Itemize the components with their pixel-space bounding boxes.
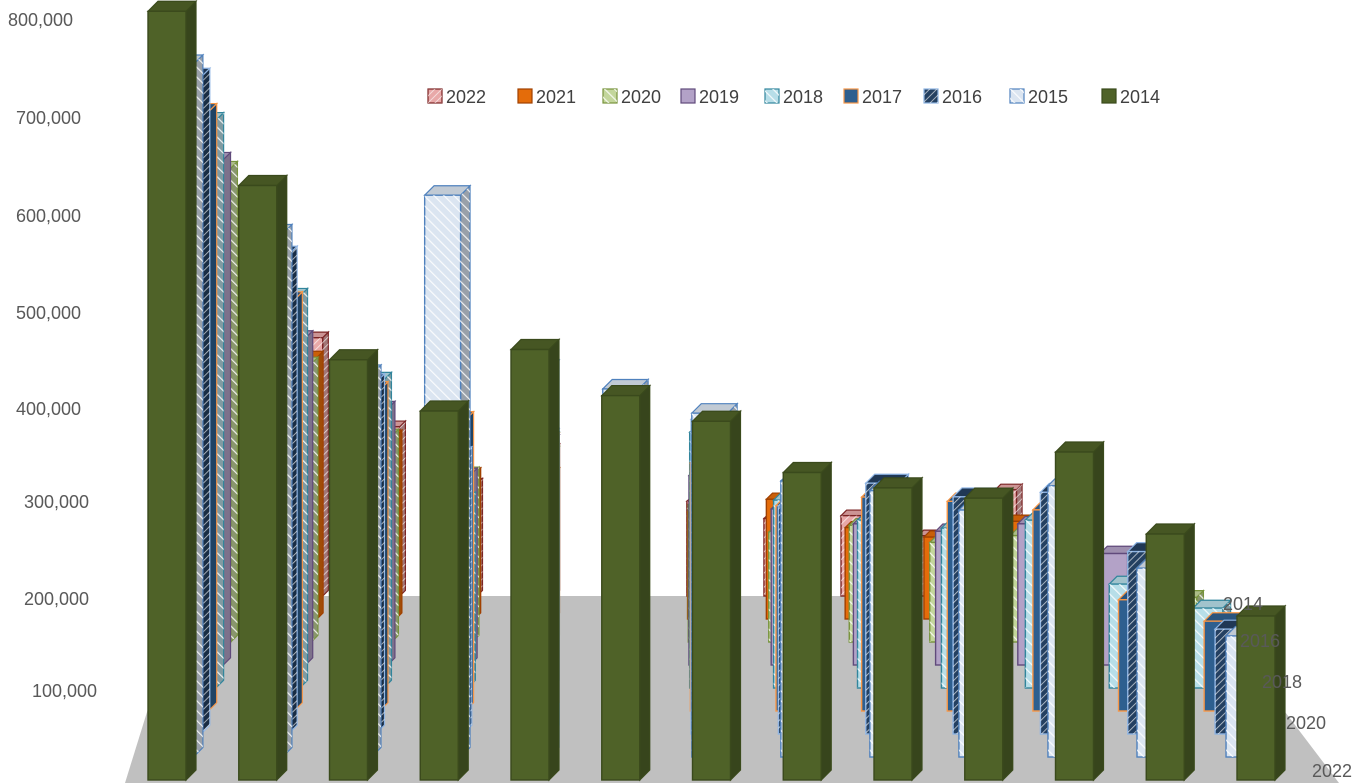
legend-swatch <box>680 88 696 104</box>
y-axis: 800,000 700,000 600,000 500,000 400,000 … <box>8 10 97 701</box>
legend-swatch <box>843 88 859 104</box>
legend-item: 2017 <box>843 87 902 107</box>
y-tick-label: 300,000 <box>24 492 89 512</box>
bar-side-face <box>222 150 232 667</box>
bar-front-face <box>419 410 459 781</box>
bar-front-face <box>691 420 732 781</box>
bar-front-face <box>1054 451 1095 781</box>
bar-side-face <box>1183 522 1195 782</box>
bar-front-face <box>510 348 550 781</box>
bar-side-face <box>1092 440 1105 782</box>
bar-series-2014-cat-6 <box>600 384 652 782</box>
depth-axis: 2014 2016 2018 2020 2022 <box>1223 594 1352 781</box>
bar-front-face <box>782 471 822 781</box>
legend-label: 2021 <box>536 87 576 107</box>
bar-front-face <box>601 394 641 781</box>
legend-item: 2019 <box>680 87 739 107</box>
bar-side-face <box>911 476 923 782</box>
depth-axis-label: 2022 <box>1312 761 1352 781</box>
bar-side-face <box>639 384 651 782</box>
bar-series-2014-cat-10 <box>963 486 1015 782</box>
legend-item: 2015 <box>1009 87 1068 107</box>
bar-side-face <box>366 348 379 782</box>
bar-hatch <box>322 332 329 596</box>
y-tick-label: 100,000 <box>32 681 97 701</box>
y-tick-label: 200,000 <box>24 589 89 609</box>
bar-side-face <box>548 338 560 782</box>
bar-series-2014-cat-7 <box>691 409 742 782</box>
bar-series-2014-cat-2 <box>237 174 289 782</box>
bar-front-face <box>238 184 278 781</box>
bar-front-face <box>1236 615 1276 781</box>
bar-series-2014-cat-8 <box>781 461 833 782</box>
bar-side-face <box>185 0 197 782</box>
legend-swatch <box>1101 88 1117 104</box>
legend-item: 2022 <box>427 87 486 107</box>
y-tick-label: 500,000 <box>16 303 81 323</box>
legend-label: 2020 <box>621 87 661 107</box>
legend: 2022 2021 2020 2019 2018 2017 2016 2015 2014 <box>427 87 1160 107</box>
legend-item: 2021 <box>517 87 576 107</box>
bar-hatch <box>215 112 224 689</box>
bar-side-face <box>729 409 742 782</box>
bars-group <box>146 0 1287 782</box>
bar-series-2014-cat-5 <box>509 338 561 782</box>
depth-axis-label: 2014 <box>1223 594 1263 614</box>
bar-series-2014-cat-9 <box>872 476 924 782</box>
legend-swatch-hatch <box>765 89 779 103</box>
bar-side-face <box>1002 486 1014 782</box>
legend-label: 2018 <box>783 87 823 107</box>
depth-axis-label: 2016 <box>1240 631 1280 651</box>
depth-axis-label: 2018 <box>1262 672 1302 692</box>
legend-label: 2019 <box>699 87 739 107</box>
y-tick-label: 800,000 <box>8 10 73 30</box>
bar-side-face <box>276 174 288 782</box>
depth-axis-label: 2020 <box>1286 713 1326 733</box>
legend-label: 2016 <box>942 87 982 107</box>
y-tick-label: 600,000 <box>16 206 81 226</box>
bar-series-2014-cat-12 <box>1144 522 1196 782</box>
bar-front-face <box>328 359 369 781</box>
legend-swatch-hatch <box>1010 89 1024 103</box>
y-tick-label: 400,000 <box>16 399 81 419</box>
bar-hatch <box>230 161 238 642</box>
legend-label: 2017 <box>862 87 902 107</box>
legend-item: 2018 <box>764 87 823 107</box>
legend-item: 2016 <box>923 87 982 107</box>
bar-front-face <box>1145 533 1185 781</box>
bar-side-face <box>820 461 832 782</box>
bar-series-2014-cat-13 <box>1235 604 1287 782</box>
bar-series-2014-cat-4 <box>418 399 470 782</box>
y-tick-label: 700,000 <box>16 108 81 128</box>
legend-swatch-hatch <box>603 89 617 103</box>
legend-swatch <box>517 88 533 104</box>
legend-item: 2014 <box>1101 87 1160 107</box>
bar-series-2014-cat-1 <box>146 0 198 782</box>
bar-front-face <box>147 10 187 781</box>
legend-item: 2020 <box>602 87 661 107</box>
legend-label: 2022 <box>446 87 486 107</box>
bar-front-face <box>964 497 1004 781</box>
legend-label: 2014 <box>1120 87 1160 107</box>
bar-side-face <box>457 399 469 782</box>
legend-swatch-hatch <box>924 89 938 103</box>
bar-front-face <box>873 487 913 781</box>
bar-series-2014-cat-11 <box>1054 440 1105 782</box>
bar-series-2014-cat-3 <box>328 348 379 782</box>
legend-swatch-hatch <box>428 89 442 103</box>
legend-label: 2015 <box>1028 87 1068 107</box>
